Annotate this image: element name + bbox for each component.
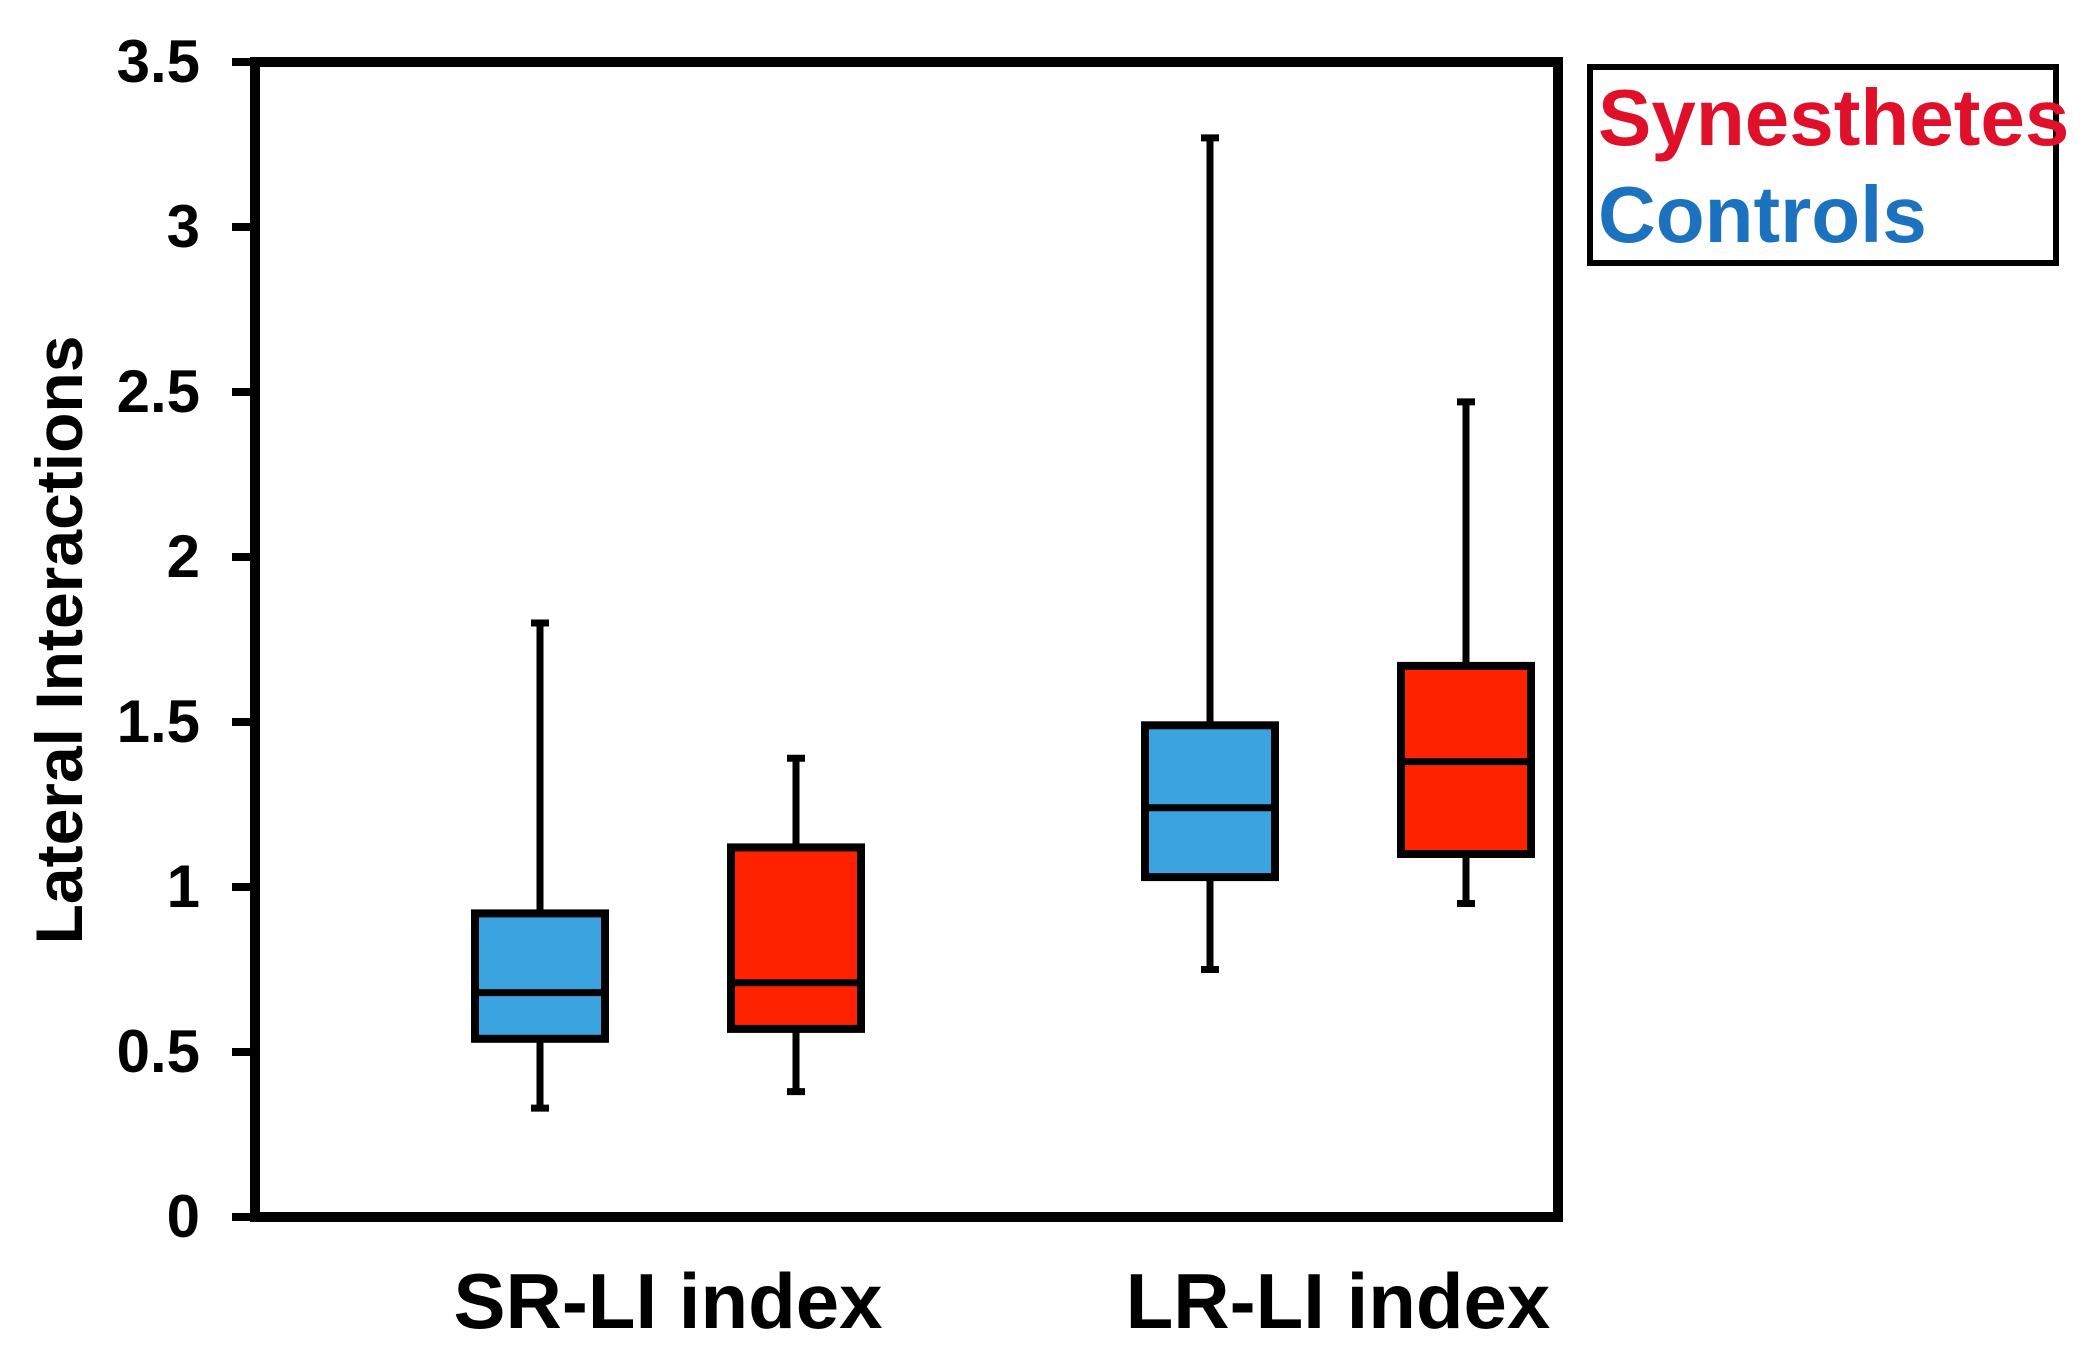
x-category-label: LR-LI index [1126,1257,1551,1345]
y-tick-label: 3.5 [117,28,200,95]
y-tick-label: 3 [167,193,200,260]
x-category-label: SR-LI index [453,1257,882,1345]
y-tick-label: 0.5 [117,1018,200,1085]
boxes-layer [471,134,1535,1112]
legend-entry-controls: Controls [1598,170,1927,259]
x-axis-category-labels: SR-LI index LR-LI index [453,1257,1550,1345]
y-tick-label: 0 [167,1183,200,1250]
iqr-box [1141,721,1279,882]
box-synesthetes-1 [1397,398,1535,907]
legend-entry-synesthetes: Synesthetes [1598,73,2069,162]
y-tick-label: 2 [167,523,200,590]
box-controls-0 [471,619,609,1112]
iqr-box [727,843,865,1033]
box-synesthetes-0 [727,754,865,1096]
y-tick-label: 2.5 [117,358,200,425]
legend: Synesthetes Controls [1587,64,2069,266]
iqr-box [471,909,609,1043]
y-tick-label: 1.5 [117,688,200,755]
y-tick-label: 1 [167,853,200,920]
y-axis-ticks: 0 0.5 1 1.5 2 2.5 3 3.5 [117,28,255,1250]
box-controls-1 [1141,134,1279,973]
y-axis-label: Lateral Interactions [22,336,96,945]
legend-box [1587,64,2059,266]
plot-frame [250,57,1563,1222]
